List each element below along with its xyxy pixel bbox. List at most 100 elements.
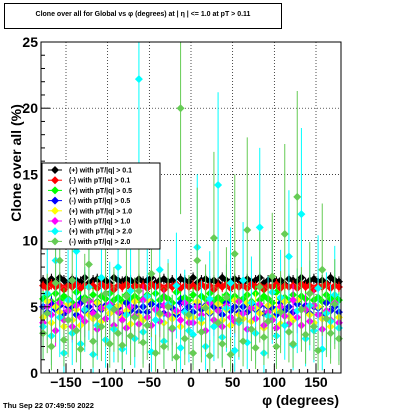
data-point: [59, 276, 68, 285]
data-point: [155, 265, 164, 274]
footer-timestamp: Thu Sep 22 07:49:50 2022: [3, 401, 94, 410]
data-point: [239, 276, 248, 285]
legend-marker: [51, 206, 59, 215]
legend-label: (+) with pT/|q| > 0.1: [69, 168, 132, 175]
data-point: [97, 273, 106, 282]
data-point: [184, 310, 193, 319]
x-tick-label: −150: [50, 374, 82, 390]
data-point: [59, 335, 68, 344]
data-point: [222, 293, 231, 302]
data-point: [143, 321, 152, 330]
legend-label: (-) with pT/|q| > 0.1: [69, 178, 130, 185]
data-point: [89, 337, 98, 346]
data-point: [251, 343, 260, 352]
x-axis-title: φ (degrees): [262, 392, 339, 408]
data-point: [197, 327, 206, 336]
legend-entry: (+) with pT/|q| > 2.0: [48, 227, 132, 236]
data-point: [64, 316, 73, 325]
y-tick-label: 0: [30, 365, 38, 381]
data-point: [51, 278, 60, 287]
data-point: [226, 278, 235, 287]
legend-label: (+) with pT/|q| > 2.0: [69, 229, 132, 236]
y-tick-label: 10: [22, 233, 38, 249]
data-point: [205, 294, 214, 303]
x-tick-label: 150: [304, 374, 328, 390]
legend-entry: (-) with pT/|q| > 1.0: [48, 217, 130, 226]
data-point: [147, 269, 156, 278]
data-point: [130, 313, 139, 322]
data-point: [255, 282, 264, 291]
data-point: [72, 326, 81, 335]
data-point: [168, 323, 177, 332]
data-point: [255, 223, 264, 232]
data-point: [272, 288, 281, 297]
data-point: [47, 342, 56, 351]
data-point: [239, 337, 248, 346]
data-point: [289, 296, 298, 305]
data-point: [114, 263, 123, 272]
data-point: [326, 329, 335, 338]
data-point: [214, 180, 223, 189]
x-tick-label: −100: [92, 374, 124, 390]
title-box: Clone over all for Global vs φ (degrees)…: [4, 3, 282, 29]
data-point: [272, 342, 281, 351]
data-point: [164, 302, 173, 311]
data-point: [109, 305, 118, 314]
data-point: [172, 353, 181, 362]
legend-marker: [51, 196, 59, 205]
data-point: [76, 345, 85, 354]
data-point: [314, 284, 323, 293]
data-point: [172, 281, 181, 290]
data-point: [189, 349, 198, 358]
data-point: [122, 292, 131, 301]
data-point: [176, 298, 185, 307]
x-tick-label: −50: [137, 374, 161, 390]
data-point: [209, 322, 218, 331]
data-point: [226, 350, 235, 359]
data-point: [264, 317, 273, 326]
data-point: [230, 249, 239, 258]
data-point: [97, 322, 106, 331]
data-point: [101, 289, 110, 298]
data-point: [193, 256, 202, 265]
data-point: [126, 286, 135, 295]
x-tick-label: 50: [225, 374, 241, 390]
data-point: [68, 276, 77, 285]
legend-marker: [51, 186, 59, 195]
legend: (+) with pT/|q| > 0.1 (-) with pT/|q| > 0…: [41, 162, 161, 250]
data-point: [105, 339, 114, 348]
data-point: [43, 309, 52, 318]
y-tick-label: 15: [22, 166, 38, 182]
legend-label: (+) with pT/|q| > 0.5: [69, 188, 132, 195]
legend-entry: (+) with pT/|q| > 0.1: [48, 166, 132, 175]
data-point: [322, 314, 331, 323]
legend-marker: [51, 166, 59, 174]
y-axis-title: Clone over all (%): [8, 104, 24, 221]
data-point: [201, 304, 210, 313]
data-point: [89, 290, 98, 299]
legend-entry: (+) with pT/|q| > 0.5: [48, 186, 132, 195]
data-point: [80, 296, 89, 305]
legend-marker: [51, 237, 59, 246]
data-point: [214, 318, 223, 327]
data-point: [305, 289, 314, 298]
legend-marker: [51, 217, 59, 225]
legend-entry: (-) with pT/|q| > 0.1: [48, 176, 130, 185]
data-point: [151, 316, 160, 325]
data-point: [168, 276, 177, 285]
data-point: [280, 229, 289, 238]
data-point: [176, 104, 185, 113]
legend-box: [41, 162, 161, 250]
data-point: [189, 330, 198, 339]
data-point: [55, 256, 64, 265]
legend-label: (-) with pT/|q| > 1.0: [69, 219, 130, 226]
data-point: [284, 252, 293, 261]
data-point: [243, 226, 252, 235]
data-point: [276, 308, 285, 317]
data-point: [284, 327, 293, 336]
data-point: [330, 300, 339, 309]
data-point: [234, 316, 243, 325]
data-point: [139, 338, 148, 347]
x-tick-label: 0: [187, 374, 195, 390]
data-point: [126, 331, 135, 340]
